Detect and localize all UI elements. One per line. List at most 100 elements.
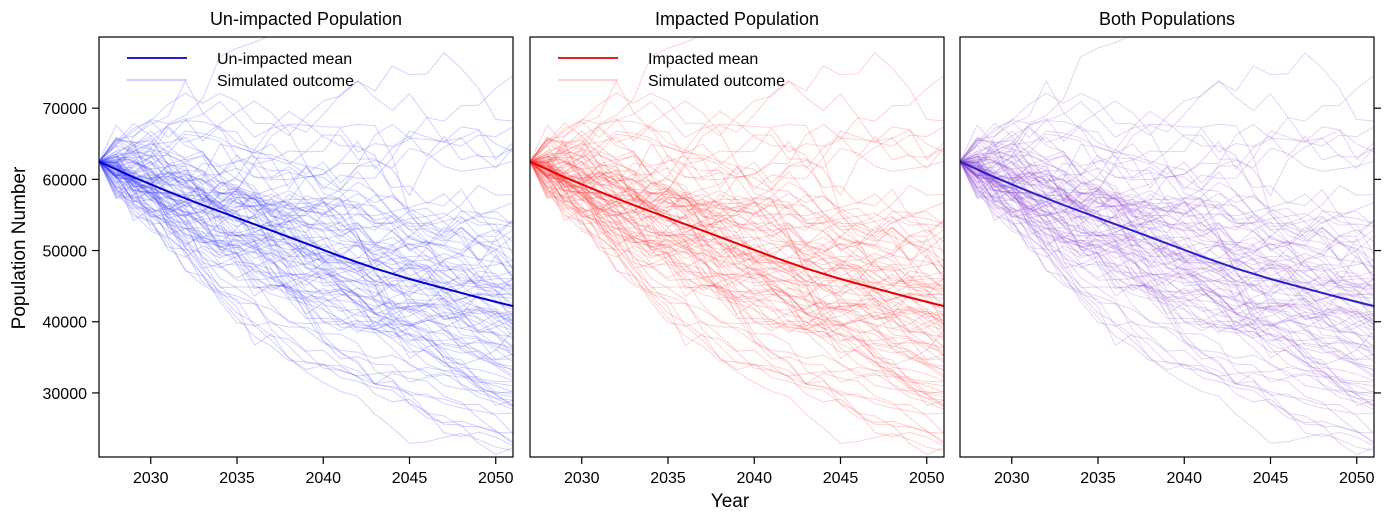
- simulated-outcome-line: [960, 151, 1374, 387]
- simulated-outcome-line: [530, 161, 944, 251]
- simulated-outcome-line: [960, 161, 1374, 331]
- panel-title: Un-impacted Population: [210, 9, 402, 29]
- simulated-outcome-line: [99, 161, 513, 363]
- x-tick-label: 2030: [994, 470, 1030, 487]
- simulated-outcome-line: [99, 161, 513, 314]
- simulated-outcome-line: [530, 161, 944, 281]
- simulated-outcome-line: [960, 127, 1374, 289]
- simulated-outcome-line: [960, 160, 1374, 351]
- simulated-outcome-line: [99, 161, 513, 377]
- simulated-outcome-line: [960, 161, 1374, 286]
- simulated-outcome-line: [530, 51, 944, 204]
- simulated-outcome-line: [530, 161, 944, 434]
- simulated-outcome-line: [960, 161, 1374, 382]
- simulated-outcome-line: [99, 161, 513, 330]
- y-axis-label: Population Number: [9, 166, 30, 329]
- simulated-outcome-line: [530, 161, 944, 298]
- simulated-outcome-line: [960, 161, 1374, 298]
- simulated-outcome-line: [960, 161, 1374, 251]
- simulated-outcome-line: [960, 156, 1374, 322]
- simulated-outcome-line: [99, 154, 513, 225]
- simulated-outcome-line: [960, 161, 1374, 394]
- simulated-outcome-line: [960, 117, 1374, 197]
- simulated-outcome-line: [960, 161, 1374, 277]
- simulated-outcome-line: [960, 123, 1374, 181]
- simulated-outcome-line: [960, 161, 1374, 379]
- simulated-outcome-line: [99, 151, 513, 387]
- simulated-outcome-line: [99, 160, 513, 367]
- simulated-outcome-line: [99, 161, 513, 352]
- simulated-outcome-line: [530, 136, 944, 395]
- simulated-outcome-line: [99, 161, 513, 329]
- simulated-outcome-line: [99, 161, 513, 298]
- simulated-outcome-line: [530, 161, 944, 286]
- y-tick-label: 30000: [43, 386, 88, 403]
- simulated-outcome-line: [530, 143, 944, 255]
- simulated-outcome-line: [960, 130, 1374, 191]
- simulated-outcome-line: [960, 161, 1374, 352]
- simulated-outcome-line: [530, 122, 944, 268]
- simulated-outcome-line: [960, 161, 1374, 363]
- simulated-outcome-line: [530, 124, 944, 191]
- simulated-outcome-line: [99, 161, 513, 329]
- simulated-outcome-line: [530, 150, 944, 273]
- simulated-outcome-line: [99, 153, 513, 411]
- simulated-outcome-line: [99, 161, 513, 401]
- simulated-outcome-line: [960, 161, 1374, 341]
- simulated-outcome-line: [960, 161, 1374, 296]
- simulated-outcome-line: [99, 143, 513, 255]
- simulated-outcome-line: [530, 139, 944, 261]
- simulated-outcome-line: [530, 158, 944, 289]
- simulated-outcome-line: [530, 161, 944, 338]
- simulated-outcome-line: [530, 161, 944, 332]
- simulated-outcome-line: [960, 161, 1374, 303]
- simulated-outcome-line: [99, 80, 513, 228]
- x-tick-label: 2035: [219, 470, 255, 487]
- simulated-outcome-line: [99, 161, 513, 338]
- simulated-outcome-line: [99, 161, 513, 319]
- simulated-outcome-line: [960, 139, 1374, 325]
- simulated-outcome-line: [960, 161, 1374, 443]
- simulated-outcome-line: [530, 144, 944, 356]
- simulated-outcome-line: [960, 51, 1374, 204]
- x-tick-label: 2050: [909, 470, 945, 487]
- simulated-outcome-line: [960, 161, 1374, 338]
- simulated-outcome-line: [530, 75, 944, 211]
- simulated-outcome-line: [99, 100, 513, 262]
- simulated-outcome-line: [530, 154, 944, 300]
- simulated-outcome-line: [99, 120, 513, 169]
- simulated-outcome-line: [960, 143, 1374, 255]
- simulated-outcome-line: [960, 137, 1374, 322]
- simulated-outcome-line: [99, 161, 513, 286]
- simulated-outcome-line: [99, 150, 513, 273]
- simulated-outcome-line: [530, 123, 944, 181]
- simulated-outcome-line: [530, 101, 944, 287]
- simulated-outcome-line: [530, 161, 944, 398]
- simulated-outcome-line: [530, 161, 944, 451]
- simulated-outcome-line: [530, 127, 944, 289]
- simulated-outcome-line: [530, 156, 944, 322]
- plot-frame: [959, 36, 1375, 458]
- simulated-outcome-line: [99, 161, 513, 372]
- simulated-outcome-line: [99, 154, 513, 370]
- legend-label: Simulated outcome: [648, 73, 785, 90]
- simulated-outcome-line: [530, 161, 944, 305]
- simulated-outcome-line: [99, 110, 513, 237]
- panel-2: Impacted Population 2030 2035 2040 2045 2050 I…: [529, 9, 945, 487]
- simulated-outcome-line: [960, 100, 1374, 262]
- simulated-outcome-line: [530, 151, 944, 326]
- simulated-outcome-line: [960, 161, 1374, 445]
- simulated-outcome-line: [960, 158, 1374, 289]
- simulated-outcome-line: [960, 156, 1374, 361]
- simulated-outcome-line: [530, 160, 944, 406]
- simulated-outcome-line: [99, 161, 513, 347]
- simulated-outcome-line: [530, 100, 944, 262]
- x-tick-label: 2050: [478, 470, 514, 487]
- simulated-outcome-line: [530, 158, 944, 331]
- simulated-outcome-line: [960, 154, 1374, 300]
- simulated-outcome-line: [99, 161, 513, 398]
- simulated-outcome-line: [99, 161, 513, 305]
- simulated-outcome-line: [99, 144, 513, 356]
- x-tick-label: 2040: [736, 470, 772, 487]
- simulated-outcome-line: [99, 161, 513, 357]
